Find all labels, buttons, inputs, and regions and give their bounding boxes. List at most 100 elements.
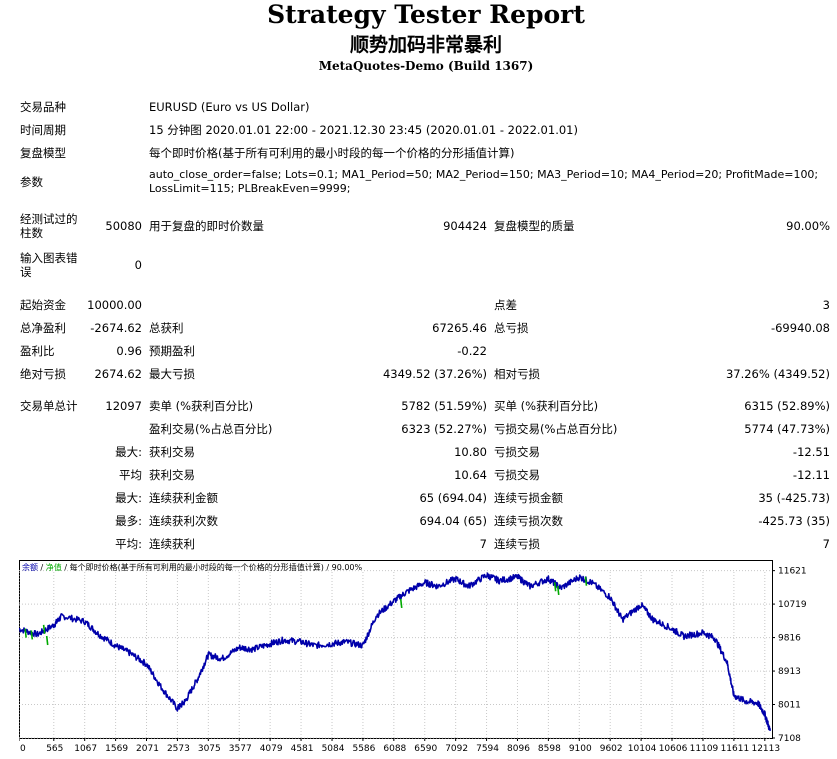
report-title: Strategy Tester Report [267,0,585,29]
gross-profit-label: 总获利 [149,321,184,335]
long-positions-value: 6315 (52.89%) [744,399,830,413]
largest-loss-value: -12.51 [792,445,830,459]
symbol-value: EURUSD (Euro vs US Dollar) [149,100,310,114]
equity-series-mark [30,630,34,640]
maximal-consecutive-loss-value: -425.73 (35) [758,514,830,528]
errors-value: 0 [134,258,142,272]
short-positions-label: 卖单 (%获利百分比) [149,399,254,413]
loss-trades-label: 亏损交易(%占总百分比) [494,422,618,436]
max-consecutive-losses-value: 35 (-425.73) [758,491,830,505]
x-tick-label: 6088 [383,744,406,754]
average-consecutive-losses-label: 连续亏损 [494,537,540,551]
gross-profit-value: 67265.46 [432,321,487,335]
largest-profit-label: 获利交易 [149,445,195,459]
equity-series-mark [24,628,27,638]
y-tick-label: 7108 [778,734,801,744]
max-consecutive-wins-label: 连续获利金额 [149,491,218,505]
long-positions-label: 买单 (%获利百分比) [494,399,599,413]
period-label: 时间周期 [20,123,66,137]
x-tick-label: 12113 [751,744,780,754]
equity-series-mark [556,585,560,596]
average-loss-label: 亏损交易 [494,468,540,482]
y-tick-label: 8913 [778,667,801,677]
balance-series-line [19,572,771,731]
largest-loss-label: 亏损交易 [494,445,540,459]
average-consecutive-wins-label: 连续获利 [149,537,195,551]
x-tick-label: 11611 [721,744,750,754]
relative-drawdown-value: 37.26% (4349.52) [725,367,830,381]
params-label: 参数 [20,175,43,189]
max-consecutive-wins-value: 65 (694.04) [419,491,487,505]
x-tick-label: 0 [20,744,26,754]
maximal-label: 最多: [115,514,142,528]
period-value: 15 分钟图 2020.01.01 22:00 - 2021.12.30 23:… [149,123,578,137]
y-tick-label: 9816 [778,634,801,644]
maximum-label: 最大: [115,491,142,505]
average-consecutive-wins-value: 7 [479,537,487,551]
average-consecutive-label: 平均: [115,537,142,551]
bars-label: 经测试过的柱数 [20,212,78,240]
maximal-consecutive-profit-label: 连续获利次数 [149,514,218,528]
x-tick-label: 7594 [476,744,499,754]
ticks-label: 用于复盘的即时价数量 [149,219,264,233]
x-tick-label: 10606 [659,744,688,754]
x-tick-label: 9100 [569,744,592,754]
max-consecutive-losses-label: 连续亏损金额 [494,491,563,505]
x-tick-label: 1067 [74,744,97,754]
model-label: 复盘模型 [20,146,66,160]
equity-series-mark [399,598,403,609]
average-profit-value: 10.64 [454,468,487,482]
chart-frame [19,560,773,739]
total-trades-value: 12097 [105,399,142,413]
bars-value: 50080 [105,219,142,233]
deposit-label: 起始资金 [20,298,66,312]
balance-chart: 0 565 1067 1569 2071 2573 3075 3577 4079 4581 5084… [19,560,834,758]
maximal-consecutive-loss-label: 连续亏损次数 [494,514,563,528]
absolute-drawdown-value: 2674.62 [94,367,142,381]
spread-value: 3 [822,298,830,312]
average-label: 平均 [119,468,142,482]
x-tick-label: 5586 [352,744,375,754]
short-positions-value: 5782 (51.59%) [401,399,487,413]
deposit-value: 10000.00 [87,298,142,312]
net-profit-value: -2674.62 [90,321,142,335]
x-tick-label: 4581 [291,744,314,754]
x-tick-label: 8598 [538,744,561,754]
y-tick-label: 11621 [778,567,807,577]
x-tick-label: 1569 [105,744,128,754]
profit-trades-label: 盈利交易(%占总百分比) [149,422,273,436]
relative-drawdown-label: 相对亏损 [494,367,540,381]
expert-name: 顺势加码非常暴利 [349,34,502,56]
x-tick-label: 10104 [628,744,657,754]
gross-loss-label: 总亏损 [494,321,529,335]
server-build: MetaQuotes-Demo (Build 1367) [318,59,534,73]
x-tick-label: 8096 [507,744,530,754]
largest-label: 最大: [115,445,142,459]
x-tick-label: 2071 [136,744,159,754]
profit-factor-value: 0.96 [116,344,142,358]
gross-loss-value: -69940.08 [770,321,830,335]
maximal-drawdown-value: 4349.52 (37.26%) [382,367,487,381]
net-profit-label: 总净盈利 [20,321,66,335]
maximal-drawdown-label: 最大亏损 [149,367,195,381]
errors-label: 输入图表错误 [20,251,78,279]
equity-series-mark [553,582,557,592]
ticks-value: 904424 [443,219,487,233]
symbol-label: 交易品种 [20,100,66,114]
x-tick-label: 9602 [600,744,623,754]
quality-label: 复盘模型的质量 [494,219,575,233]
model-value: 每个即时价格(基于所有可利用的最小时段的每一个价格的分形插值计算) [149,146,515,160]
equity-series-mark [45,635,49,646]
x-tick-label: 11109 [690,744,719,754]
balance-chart-svg: 0 565 1067 1569 2071 2573 3075 3577 4079 4581 5084… [19,560,807,754]
equity-series-mark [584,576,588,586]
absolute-drawdown-label: 绝对亏损 [20,367,66,381]
profit-factor-label: 盈利比 [20,344,55,358]
y-tick-label: 10719 [778,600,807,610]
x-tick-label: 2573 [167,744,190,754]
y-tick-label: 8011 [778,701,801,711]
x-tick-label: 6590 [414,744,437,754]
profit-trades-value: 6323 (52.27%) [401,422,487,436]
average-profit-label: 获利交易 [149,468,195,482]
x-tick-label: 3577 [229,744,252,754]
